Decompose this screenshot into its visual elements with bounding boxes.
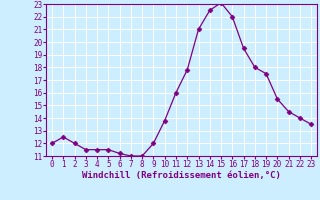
X-axis label: Windchill (Refroidissement éolien,°C): Windchill (Refroidissement éolien,°C) bbox=[82, 171, 281, 180]
